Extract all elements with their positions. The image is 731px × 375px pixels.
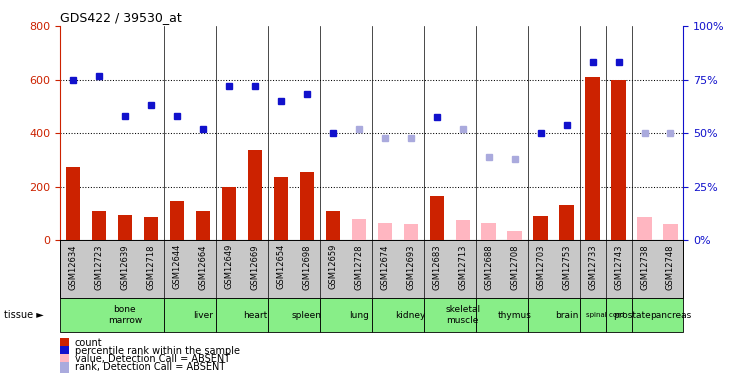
Bar — [455, 220, 470, 240]
Text: spleen: spleen — [292, 310, 322, 320]
FancyBboxPatch shape — [528, 298, 580, 332]
Text: count: count — [75, 338, 102, 348]
FancyBboxPatch shape — [580, 298, 605, 332]
Bar — [352, 219, 366, 240]
Text: GSM12639: GSM12639 — [121, 244, 129, 290]
Text: heart: heart — [243, 310, 267, 320]
Bar — [118, 214, 132, 240]
Bar — [300, 172, 314, 240]
Text: GSM12748: GSM12748 — [666, 244, 675, 290]
Text: GSM12654: GSM12654 — [276, 244, 285, 290]
Bar — [144, 217, 158, 240]
Text: thymus: thymus — [498, 310, 531, 320]
Text: GSM12738: GSM12738 — [640, 244, 649, 290]
Text: liver: liver — [193, 310, 213, 320]
Text: pancreas: pancreas — [650, 310, 691, 320]
FancyBboxPatch shape — [268, 298, 319, 332]
Text: GSM12683: GSM12683 — [432, 244, 442, 290]
Text: GSM12659: GSM12659 — [328, 244, 337, 290]
Bar — [221, 187, 236, 240]
Text: skeletal
muscle: skeletal muscle — [445, 305, 480, 325]
Bar — [534, 216, 548, 240]
Text: GSM12753: GSM12753 — [562, 244, 571, 290]
Text: kidney: kidney — [395, 310, 426, 320]
FancyBboxPatch shape — [216, 298, 268, 332]
Text: brain: brain — [555, 310, 578, 320]
Bar — [377, 223, 392, 240]
Text: GSM12664: GSM12664 — [198, 244, 208, 290]
Bar — [507, 231, 522, 240]
Bar — [273, 177, 288, 240]
FancyBboxPatch shape — [319, 298, 371, 332]
Text: GSM12698: GSM12698 — [302, 244, 311, 290]
Text: GSM12733: GSM12733 — [588, 244, 597, 290]
Text: spinal cord: spinal cord — [586, 312, 625, 318]
FancyBboxPatch shape — [632, 298, 683, 332]
Text: GSM12723: GSM12723 — [94, 244, 103, 290]
Text: rank, Detection Call = ABSENT: rank, Detection Call = ABSENT — [75, 362, 225, 372]
Text: GSM12688: GSM12688 — [484, 244, 493, 290]
Text: GDS422 / 39530_at: GDS422 / 39530_at — [60, 11, 182, 24]
FancyBboxPatch shape — [605, 298, 632, 332]
Bar — [663, 224, 678, 240]
Text: GSM12649: GSM12649 — [224, 244, 233, 290]
FancyBboxPatch shape — [60, 298, 164, 332]
Bar — [430, 196, 444, 240]
Text: GSM12669: GSM12669 — [250, 244, 260, 290]
Text: prostate: prostate — [613, 310, 651, 320]
Text: GSM12634: GSM12634 — [69, 244, 77, 290]
Bar — [66, 166, 80, 240]
Bar — [559, 205, 574, 240]
FancyBboxPatch shape — [476, 298, 528, 332]
Bar — [325, 211, 340, 240]
Text: tissue ►: tissue ► — [4, 310, 43, 320]
Bar — [611, 80, 626, 240]
Text: percentile rank within the sample: percentile rank within the sample — [75, 346, 240, 356]
Text: GSM12708: GSM12708 — [510, 244, 519, 290]
FancyBboxPatch shape — [424, 298, 476, 332]
Text: GSM12713: GSM12713 — [458, 244, 467, 290]
Text: GSM12728: GSM12728 — [355, 244, 363, 290]
Bar — [92, 211, 106, 240]
Bar — [482, 223, 496, 240]
Bar — [248, 150, 262, 240]
Bar — [586, 77, 599, 240]
Text: GSM12674: GSM12674 — [380, 244, 389, 290]
Text: GSM12718: GSM12718 — [146, 244, 156, 290]
Bar — [637, 217, 651, 240]
Bar — [170, 201, 184, 240]
Text: GSM12644: GSM12644 — [173, 244, 181, 290]
Text: lung: lung — [349, 310, 368, 320]
Text: GSM12693: GSM12693 — [406, 244, 415, 290]
Text: GSM12743: GSM12743 — [614, 244, 623, 290]
Text: bone
marrow: bone marrow — [107, 305, 142, 325]
FancyBboxPatch shape — [164, 298, 216, 332]
Text: GSM12703: GSM12703 — [536, 244, 545, 290]
FancyBboxPatch shape — [371, 298, 424, 332]
Bar — [404, 224, 418, 240]
Bar — [196, 211, 210, 240]
Text: value, Detection Call = ABSENT: value, Detection Call = ABSENT — [75, 354, 230, 364]
